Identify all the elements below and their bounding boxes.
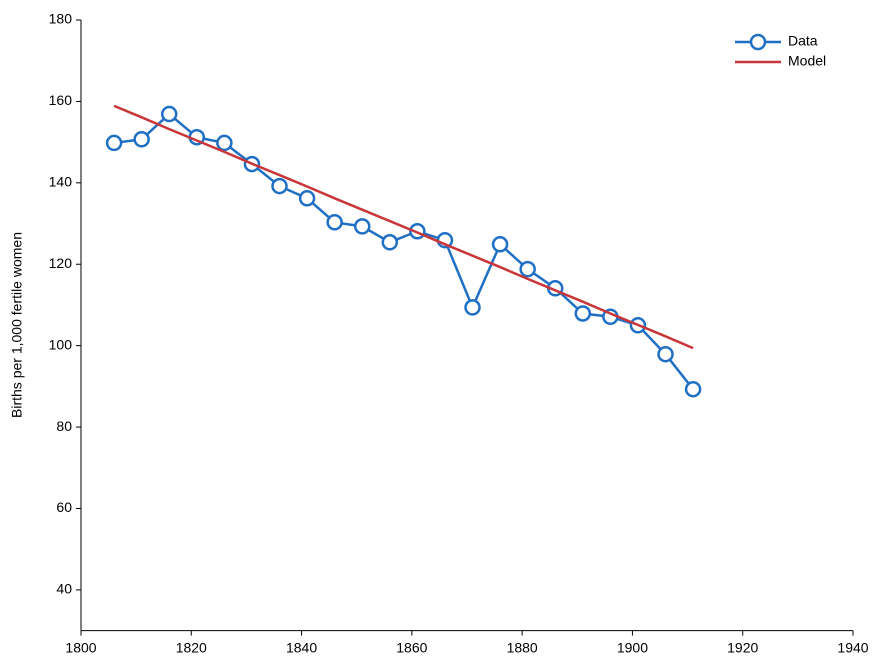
y-tick-label: 180 [49,11,73,27]
x-tick-label: 1840 [286,639,317,655]
data-point [298,190,316,207]
x-tick-label: 1880 [507,639,538,655]
y-tick-label: 80 [56,418,72,434]
x-tick-label: 1940 [837,639,868,655]
data-point [216,134,233,152]
data-point [271,177,288,195]
x-tick-label: 1920 [727,639,758,655]
data-point [657,345,674,363]
data-point [684,380,702,398]
legend-marker [749,33,767,51]
y-tick-label: 120 [49,255,73,271]
y-tick-label: 60 [56,499,72,515]
series-line [113,112,695,390]
x-tick-label: 1800 [65,639,96,655]
y-tick-label: 40 [56,581,72,597]
y-tick-label: 140 [49,174,73,190]
data-point [574,305,592,322]
data-point [133,131,150,148]
x-tick-label: 1860 [396,639,427,655]
x-tick-label: 1900 [617,639,648,655]
y-axis-label: Births per 1,000 fertile women [9,232,25,418]
series-line [113,104,694,350]
data-point [519,260,536,278]
legend-label: Model [788,53,826,69]
data-point [105,134,123,152]
legend-label: Data [788,33,818,49]
data-point [326,214,343,231]
y-tick-label: 160 [49,92,73,108]
x-tick-label: 1820 [176,639,207,655]
data-point [160,105,178,123]
data-point [353,218,371,235]
data-point [464,299,481,316]
data-point [491,236,509,253]
data-point [381,234,399,251]
y-tick-label: 100 [49,336,73,352]
